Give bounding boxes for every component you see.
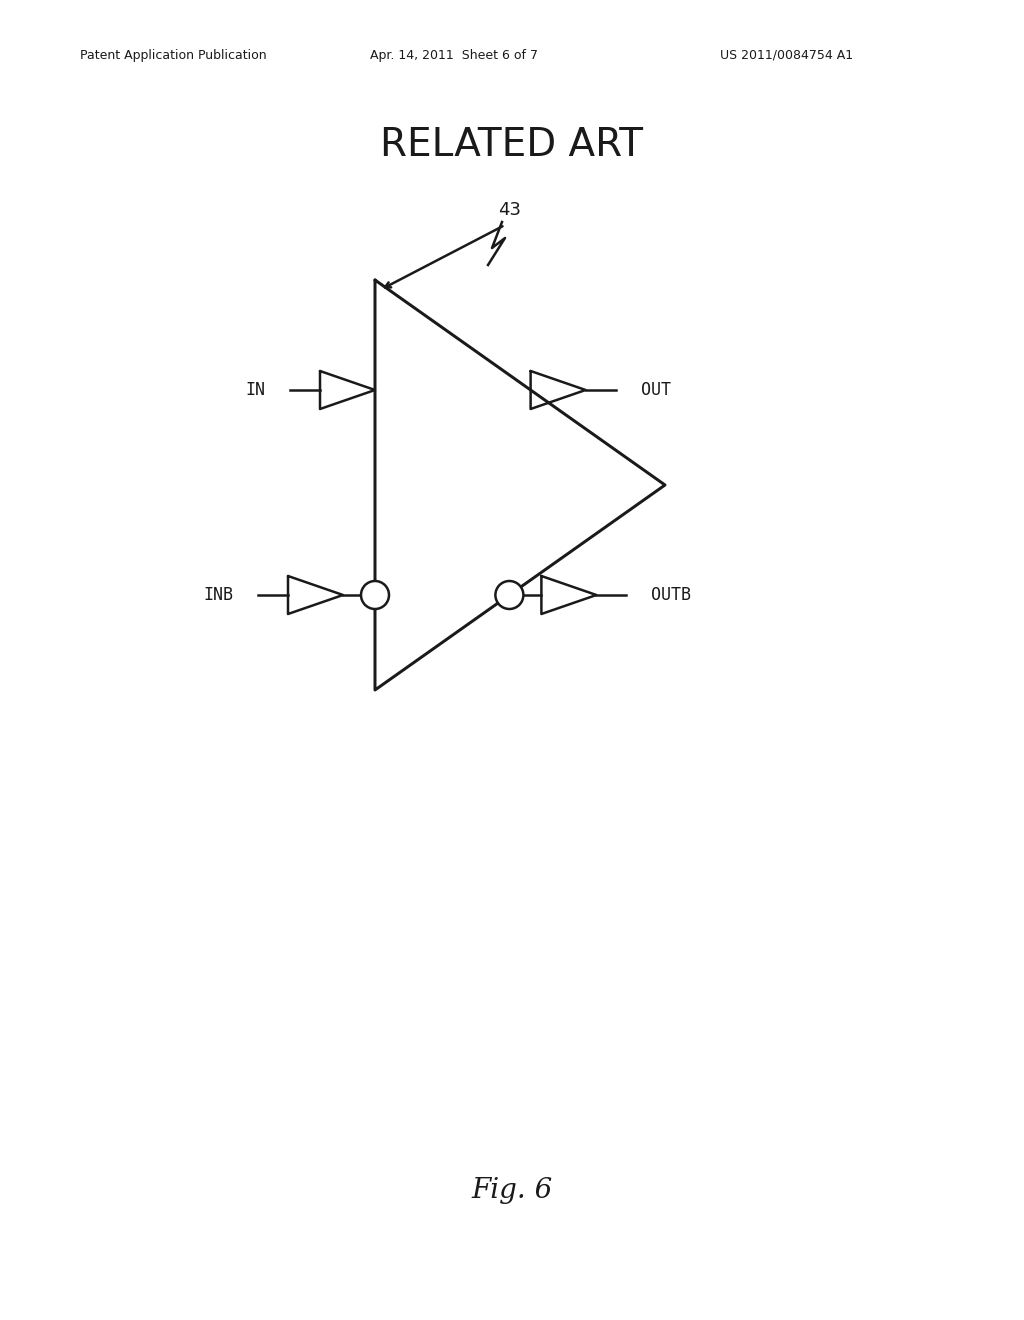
Text: OUT: OUT: [641, 381, 671, 399]
Text: Patent Application Publication: Patent Application Publication: [80, 49, 266, 62]
Text: 43: 43: [499, 201, 521, 219]
Circle shape: [496, 581, 523, 609]
Text: RELATED ART: RELATED ART: [381, 125, 643, 164]
Text: US 2011/0084754 A1: US 2011/0084754 A1: [720, 49, 853, 62]
Text: Fig. 6: Fig. 6: [471, 1176, 553, 1204]
Text: IN: IN: [245, 381, 265, 399]
Text: INB: INB: [203, 586, 233, 605]
Text: Apr. 14, 2011  Sheet 6 of 7: Apr. 14, 2011 Sheet 6 of 7: [370, 49, 538, 62]
Circle shape: [361, 581, 389, 609]
Text: OUTB: OUTB: [651, 586, 691, 605]
